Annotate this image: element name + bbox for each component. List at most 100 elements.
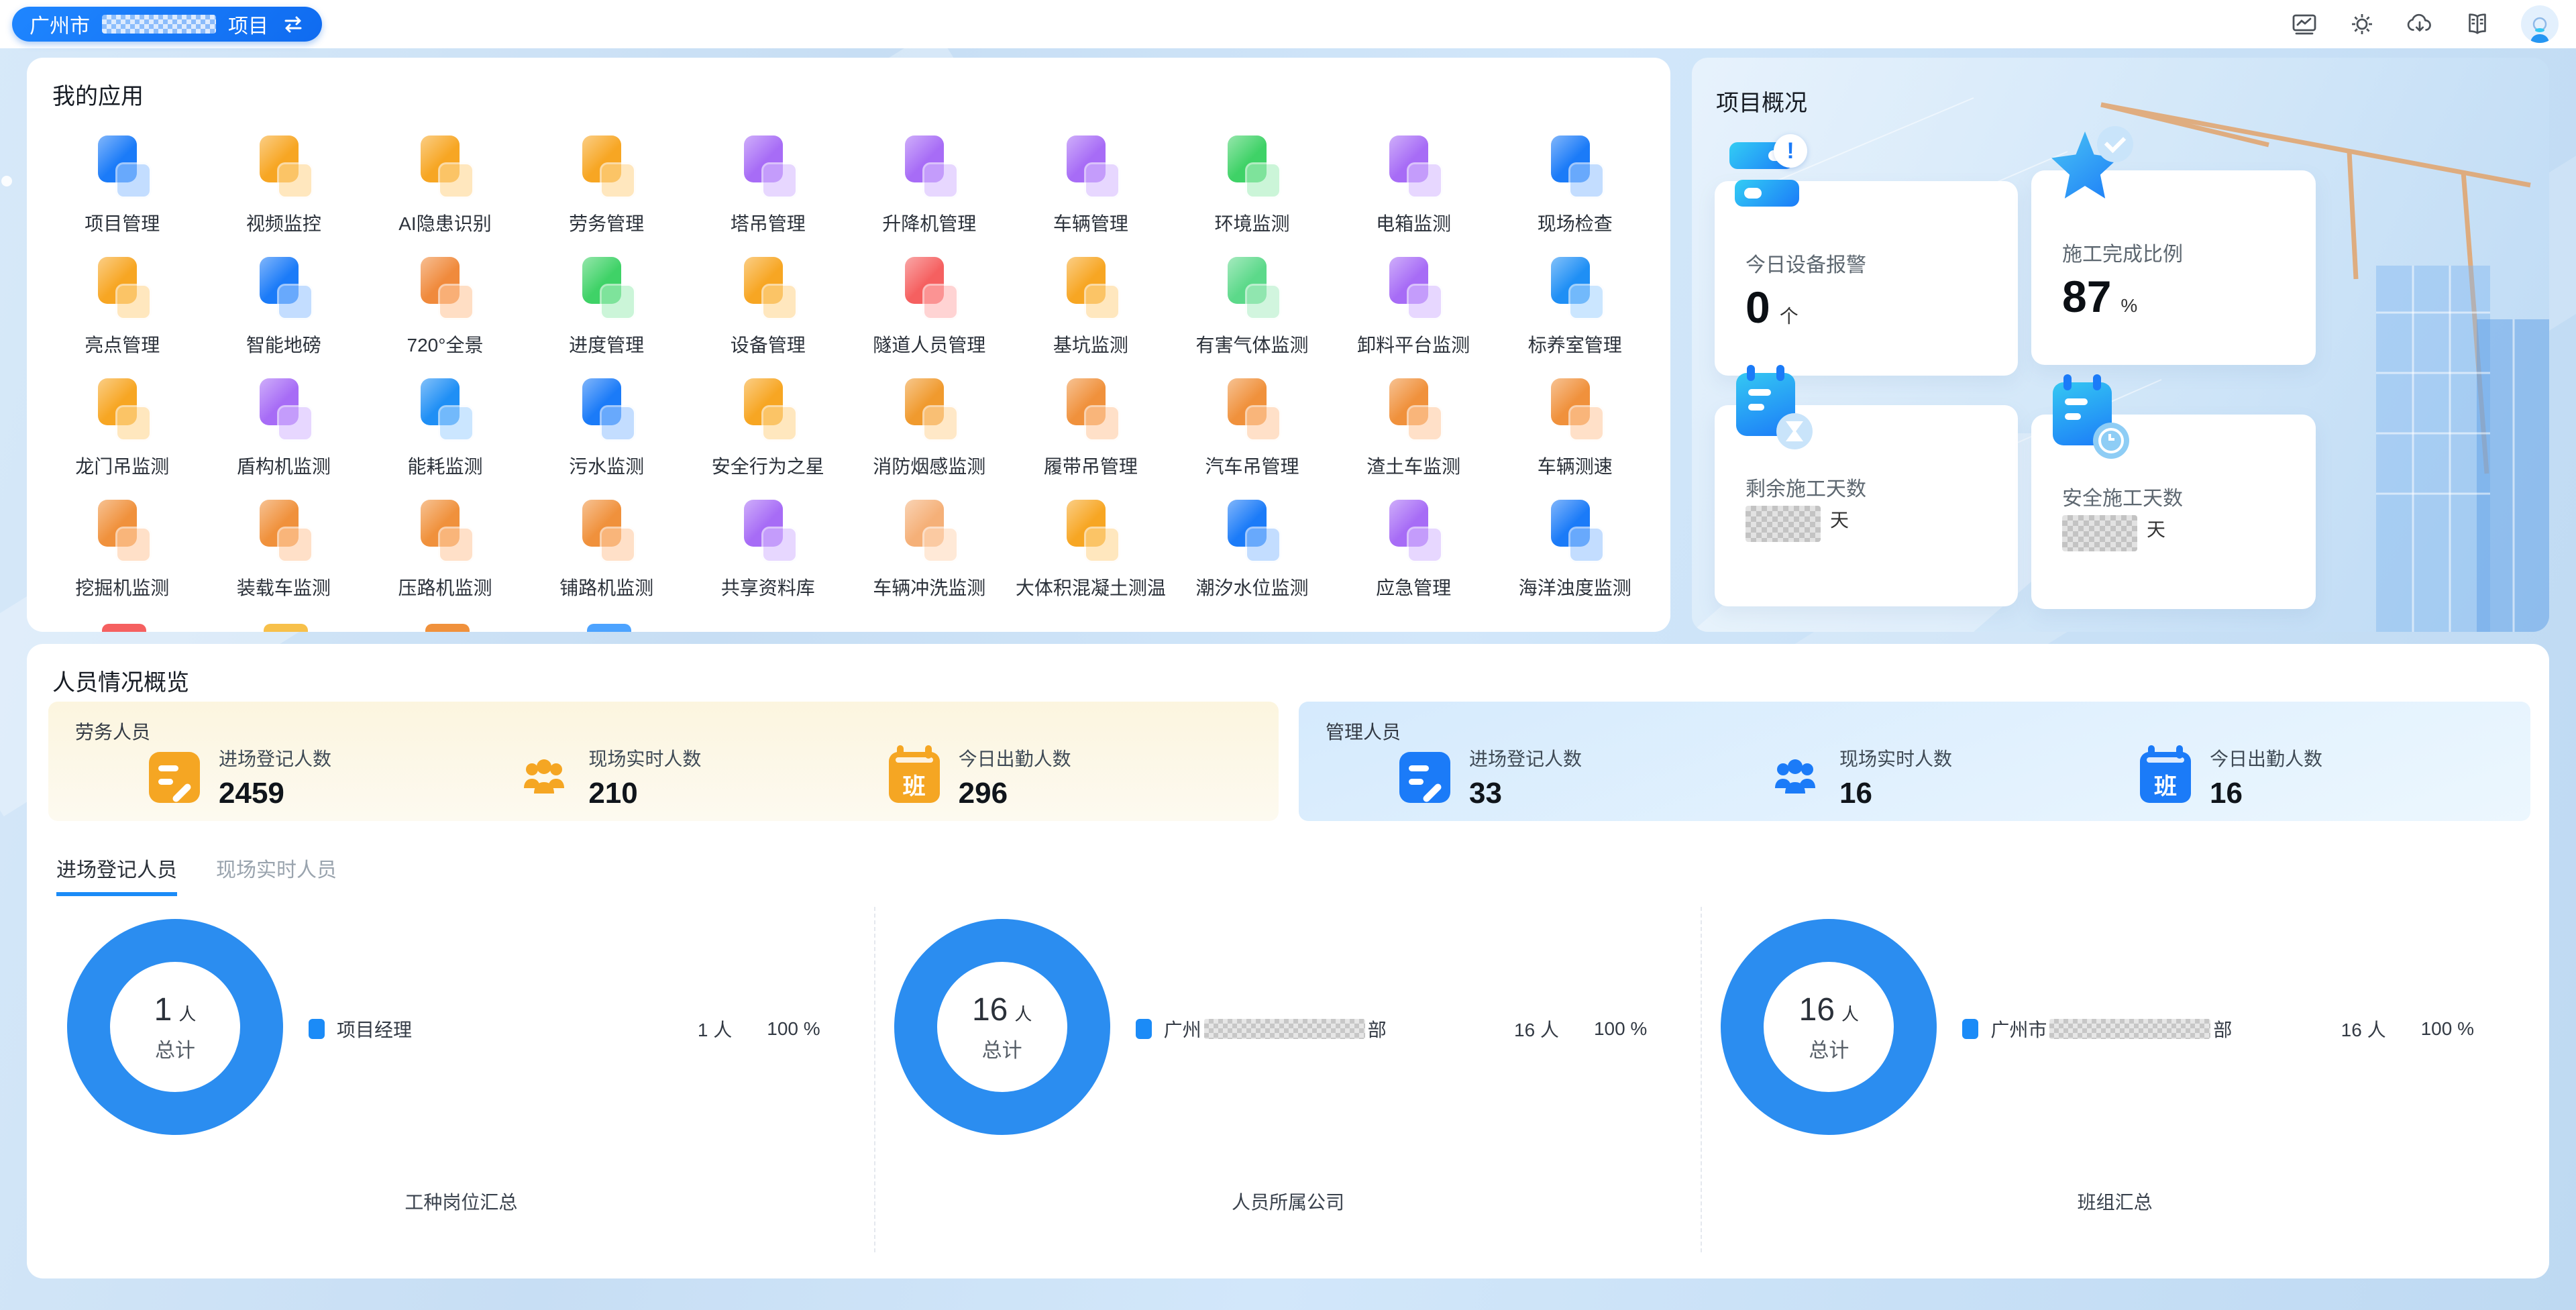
tab-registered-personnel[interactable]: 进场登记人员 xyxy=(56,853,177,896)
app-label: 进度管理 xyxy=(569,335,645,356)
monitor-icon[interactable] xyxy=(2290,10,2318,38)
attendance-calendar-icon: 班 xyxy=(888,745,940,803)
stat-label: 现场实时人数 xyxy=(588,749,702,769)
app-item[interactable]: 720°全景 xyxy=(364,246,526,368)
app-item[interactable]: 车辆管理 xyxy=(1010,125,1172,246)
app-item[interactable]: 设备管理 xyxy=(687,246,849,368)
card-value: 0 xyxy=(1746,282,1770,332)
legend-item[interactable]: 广州部 16 人 100 % xyxy=(1135,1016,1647,1042)
remaining-days-card[interactable]: 剩余施工天数 天 xyxy=(1715,365,2018,606)
management-attendance-stat: 班 今日出勤人数 16 xyxy=(2140,741,2510,814)
app-item[interactable]: 安全行为之星 xyxy=(687,368,849,489)
next-row-icon-tip xyxy=(102,624,146,632)
app-item[interactable]: 共享资料库 xyxy=(687,489,849,610)
app-item[interactable]: 进度管理 xyxy=(526,246,688,368)
user-avatar[interactable] xyxy=(2521,5,2559,43)
cloud-download-icon[interactable] xyxy=(2406,10,2434,38)
legend-swatch xyxy=(1135,1019,1152,1039)
app-item[interactable]: 海洋浊度监测 xyxy=(1494,489,1656,610)
app-item[interactable]: 升降机管理 xyxy=(849,125,1010,246)
energy-monitor-icon xyxy=(410,376,480,445)
app-item[interactable]: AI隐患识别 xyxy=(364,125,526,246)
app-item[interactable]: 能耗监测 xyxy=(364,368,526,489)
app-item[interactable]: 车辆冲洗监测 xyxy=(849,489,1010,610)
app-item[interactable]: 盾构机监测 xyxy=(203,368,365,489)
labor-personnel-bar: 劳务人员 进场登记人数 2459 现场实时人数 210 xyxy=(48,702,1279,821)
register-card-icon xyxy=(149,752,200,804)
app-label: 电箱监测 xyxy=(1376,213,1452,234)
harmful-gas-icon xyxy=(1217,254,1287,324)
app-item[interactable]: 履带吊管理 xyxy=(1010,368,1172,489)
app-item[interactable]: 车辆测速 xyxy=(1494,368,1656,489)
redacted-value xyxy=(1746,506,1821,542)
app-item[interactable]: 视频监控 xyxy=(203,125,365,246)
environment-monitor-icon xyxy=(1217,133,1287,203)
stat-value: 16 xyxy=(1839,777,1872,810)
app-label: 720°全景 xyxy=(407,335,484,356)
concrete-temperature-icon xyxy=(1056,497,1126,567)
app-item[interactable]: 应急管理 xyxy=(1333,489,1495,610)
redacted-value xyxy=(2062,515,2137,551)
donut-chart[interactable] xyxy=(67,919,283,1135)
app-item[interactable]: 亮点管理 xyxy=(42,246,203,368)
company-chart-section: 16 人 总计 广州部 16 人 100 % 人员所属公司 xyxy=(873,907,1701,1252)
switch-project-icon xyxy=(282,14,305,34)
sidebar-collapse-handle[interactable] xyxy=(1,176,12,186)
donut-chart[interactable] xyxy=(1721,919,1937,1135)
excavator-icon xyxy=(87,497,157,567)
app-item[interactable]: 劳务管理 xyxy=(526,125,688,246)
app-item[interactable]: 电箱监测 xyxy=(1333,125,1495,246)
app-item[interactable]: 大体积混凝土测温 xyxy=(1010,489,1172,610)
app-item[interactable]: 污水监测 xyxy=(526,368,688,489)
settings-gear-icon[interactable] xyxy=(2348,10,2376,38)
next-row-icon-tip xyxy=(425,624,470,632)
card-unit: 天 xyxy=(1830,510,1849,531)
legend-item[interactable]: 项目经理 1 人 100 % xyxy=(309,1016,820,1042)
labor-bar-title: 劳务人员 xyxy=(75,722,151,743)
management-personnel-bar: 管理人员 进场登记人数 33 现场实时人数 16 xyxy=(1299,702,2530,821)
tab-onsite-personnel[interactable]: 现场实时人员 xyxy=(216,859,337,881)
app-label: 安全行为之星 xyxy=(711,456,824,477)
management-bar-title: 管理人员 xyxy=(1326,722,1401,743)
app-item[interactable]: 潮汐水位监测 xyxy=(1171,489,1333,610)
app-item[interactable]: 现场检查 xyxy=(1494,125,1656,246)
donut-chart[interactable] xyxy=(894,919,1110,1135)
legend-item[interactable]: 广州市部 16 人 100 % xyxy=(1962,1016,2474,1042)
app-item[interactable]: 消防烟感监测 xyxy=(849,368,1010,489)
legend-label: 广州市部 xyxy=(1990,1019,2233,1040)
app-item[interactable]: 项目管理 xyxy=(42,125,203,246)
project-switcher-pill[interactable]: 广州市 项目 xyxy=(12,7,322,42)
gantry-crane-icon xyxy=(87,376,157,445)
device-alarm-card[interactable]: ! 今日设备报警 0 个 xyxy=(1715,134,2018,376)
app-item[interactable]: 铺路机监测 xyxy=(526,489,688,610)
app-item[interactable]: 环境监测 xyxy=(1171,125,1333,246)
app-label: 亮点管理 xyxy=(85,335,160,356)
safe-days-card[interactable]: 安全施工天数 天 xyxy=(2031,374,2316,609)
app-item[interactable]: 渣土车监测 xyxy=(1333,368,1495,489)
app-item[interactable]: 标养室管理 xyxy=(1494,246,1656,368)
apps-grid: 项目管理 视频监控 AI隐患识别 劳务管理 塔吊管理 升降机管理 车辆管理 环境… xyxy=(42,125,1656,610)
project-name-suffix: 项目 xyxy=(228,15,268,38)
app-label: 渣土车监测 xyxy=(1366,456,1461,477)
app-item[interactable]: 隧道人员管理 xyxy=(849,246,1010,368)
app-item[interactable]: 卸料平台监测 xyxy=(1333,246,1495,368)
legend-value: 16 人 xyxy=(2341,1020,2386,1040)
card-label: 施工完成比例 xyxy=(2062,243,2183,266)
app-label: 车辆管理 xyxy=(1053,213,1128,234)
app-item[interactable]: 挖掘机监测 xyxy=(42,489,203,610)
vehicle-management-icon xyxy=(1056,133,1126,203)
card-label: 今日设备报警 xyxy=(1746,254,1866,276)
completion-ratio-card[interactable]: 施工完成比例 87 % xyxy=(2031,126,2316,365)
app-item[interactable]: 有害气体监测 xyxy=(1171,246,1333,368)
handbook-icon[interactable] xyxy=(2463,10,2491,38)
shared-library-icon xyxy=(733,497,803,567)
app-item[interactable]: 基坑监测 xyxy=(1010,246,1172,368)
app-item[interactable]: 装载车监测 xyxy=(203,489,365,610)
app-item[interactable]: 汽车吊管理 xyxy=(1171,368,1333,489)
app-item[interactable]: 龙门吊监测 xyxy=(42,368,203,489)
schedule-management-icon xyxy=(572,254,641,324)
app-item[interactable]: 压路机监测 xyxy=(364,489,526,610)
app-item[interactable]: 塔吊管理 xyxy=(687,125,849,246)
speed-measure-icon xyxy=(1540,376,1610,445)
app-item[interactable]: 智能地磅 xyxy=(203,246,365,368)
